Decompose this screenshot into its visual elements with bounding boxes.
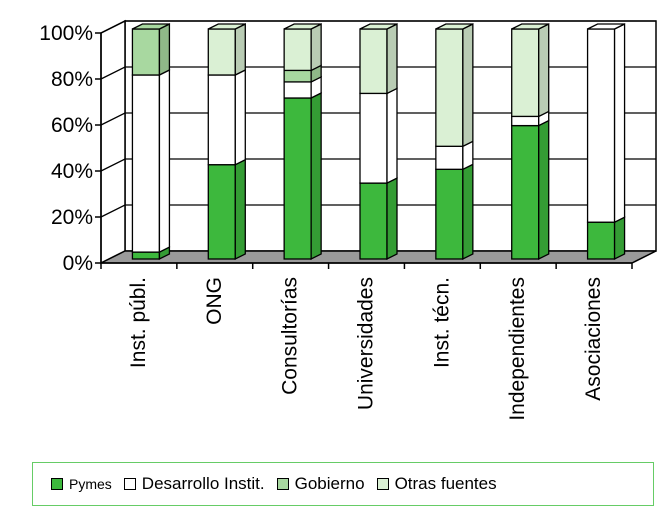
bar-segment — [131, 246, 171, 261]
bar-segment — [131, 68, 171, 254]
bar-front — [283, 81, 312, 99]
bar-side — [386, 177, 398, 261]
legend-swatch-gobierno — [276, 478, 289, 490]
bar-segment — [359, 177, 398, 261]
bar-side — [613, 22, 626, 224]
bar-top — [511, 23, 550, 30]
bar-top — [359, 23, 398, 30]
category-label: Inst. técn. — [430, 277, 453, 368]
bar-top — [283, 23, 322, 30]
bar-front — [359, 182, 388, 260]
bar-side — [613, 216, 626, 261]
stacked-bar-chart: 0% 20% 40% 60% 80% 100% Inst. públ. ONG Consult… — [39, 19, 657, 421]
bar-segment — [511, 22, 550, 118]
bar-segment — [435, 163, 474, 261]
gridlines — [100, 20, 656, 218]
bar-front — [435, 145, 464, 170]
gridline — [100, 158, 656, 172]
bar-front — [207, 28, 236, 76]
bar-segment — [131, 22, 171, 77]
legend-label-otras: Otras fuentes — [394, 474, 497, 493]
y-tick-label: 20% — [51, 206, 93, 229]
bar-side — [158, 22, 171, 77]
y-tick-label: 0% — [63, 252, 93, 275]
y-axis: 0% 20% 40% 60% 80% 100% — [39, 22, 102, 275]
bar-front — [131, 74, 161, 253]
y-tick-label: 40% — [51, 160, 93, 183]
y-tick-label: 80% — [51, 68, 93, 91]
bar-segment — [435, 22, 474, 148]
bar-segment — [586, 216, 626, 261]
bar-segment — [511, 119, 550, 261]
bar-top — [587, 23, 625, 30]
legend: Pymes Desarrollo Instit. Gobierno Otras … — [32, 462, 654, 506]
legend-label-desarrollo: Desarrollo Instit. — [141, 474, 265, 493]
legend-swatch-pymes — [51, 478, 63, 490]
bar-front — [435, 168, 464, 260]
bar-side — [462, 22, 474, 148]
bar-front — [359, 28, 388, 95]
bar-front — [131, 28, 161, 76]
bar-side — [386, 87, 398, 185]
legend-item-otras: Otras fuentes — [376, 474, 497, 494]
bar-side — [234, 158, 246, 261]
bar-front — [207, 164, 236, 260]
bar-side — [234, 68, 246, 166]
category-label: Consultorías — [279, 277, 302, 395]
bar-segment — [207, 158, 246, 261]
gridline — [100, 204, 656, 218]
bar-front — [207, 74, 236, 166]
bar-front — [283, 69, 312, 83]
legend-label-pymes: Pymes — [69, 476, 112, 492]
bar-side — [538, 119, 550, 261]
gridline — [100, 66, 656, 80]
bar-top — [132, 23, 170, 30]
bar-front — [511, 115, 540, 127]
category-label: ONG — [203, 277, 226, 325]
bar-segment — [359, 22, 398, 95]
gridline — [100, 112, 656, 126]
bar-segment — [283, 22, 322, 72]
bar-front — [435, 28, 464, 147]
legend-swatch-otras — [376, 478, 389, 490]
category-label: Independientes — [506, 277, 529, 421]
bar-side — [310, 22, 322, 72]
legend-item-desarrollo: Desarrollo Instit. — [123, 474, 265, 494]
bar-segment — [207, 68, 246, 166]
bar-side — [462, 163, 474, 261]
bar-front — [283, 97, 312, 260]
bar-side — [158, 68, 171, 254]
legend-item-gobierno: Gobierno — [276, 474, 365, 494]
bar-front — [283, 28, 312, 72]
y-tick-label: 100% — [39, 22, 93, 45]
bar-front — [511, 124, 540, 260]
x-axis: Inst. públ. ONG Consultorías Universidades I… — [100, 262, 633, 421]
category-label: Asociaciones — [582, 277, 605, 401]
bar-front — [586, 28, 616, 223]
legend-item-pymes: Pymes — [51, 476, 112, 492]
gridline — [100, 20, 656, 34]
y-tick-label: 60% — [51, 114, 93, 137]
bar-top — [435, 23, 474, 30]
category-label: Inst. públ. — [127, 277, 150, 368]
category-label: Universidades — [355, 277, 378, 410]
bar-side — [234, 22, 246, 77]
bar-front — [511, 28, 540, 118]
side-wall — [100, 19, 126, 265]
bar-side — [538, 22, 550, 118]
bar-front — [131, 251, 161, 260]
legend-swatch-desarrollo — [123, 478, 136, 490]
bar-front — [359, 92, 388, 184]
bar-side — [386, 22, 398, 95]
legend-label-gobierno: Gobierno — [294, 474, 365, 493]
bar-segment — [359, 87, 398, 185]
bars — [131, 22, 626, 261]
bar-top — [207, 23, 246, 30]
bar-side — [310, 91, 322, 261]
bar-segment — [283, 91, 322, 261]
bar-front — [586, 221, 616, 260]
bar-segment — [207, 22, 246, 77]
bar-segment — [586, 22, 626, 224]
